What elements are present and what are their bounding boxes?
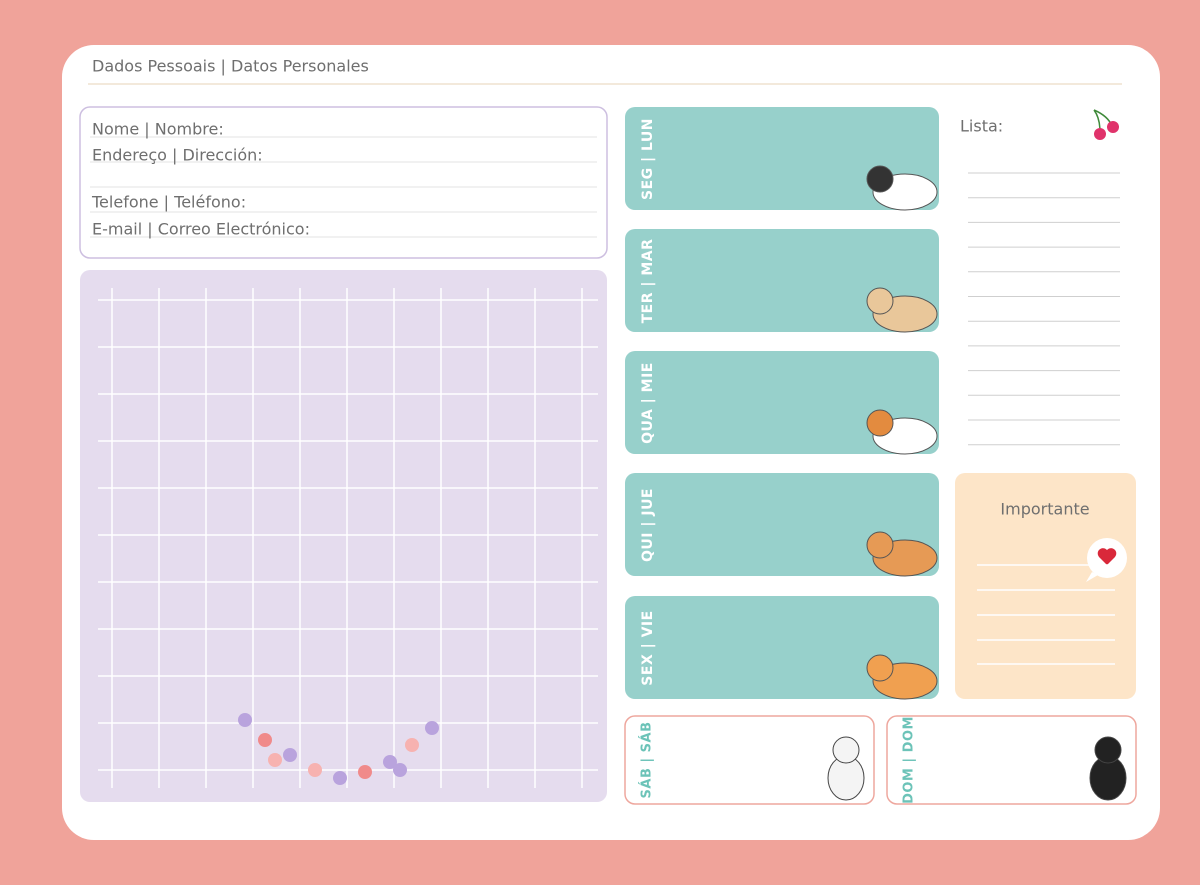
flower xyxy=(393,763,407,777)
pet-illustration xyxy=(866,654,938,700)
grid-box xyxy=(80,270,607,802)
day-label: TER | MAR xyxy=(640,239,656,324)
form-label: Nome | Nombre: xyxy=(92,120,224,139)
day-label: QUI | JUE xyxy=(640,488,656,562)
heart-bubble xyxy=(1086,538,1127,582)
flower xyxy=(358,765,372,779)
important-box xyxy=(955,473,1136,699)
flower xyxy=(308,763,322,777)
important-title: Importante xyxy=(1000,500,1089,519)
pet-head xyxy=(866,409,894,437)
flower xyxy=(333,771,347,785)
flower xyxy=(258,733,272,747)
pet-illustration xyxy=(866,165,938,211)
pet-head xyxy=(866,531,894,559)
pet-head xyxy=(866,287,894,315)
form-label: E-mail | Correo Electrónico: xyxy=(92,220,310,239)
list-title: Lista: xyxy=(960,117,1003,136)
day-box xyxy=(625,351,939,454)
pet-illustration xyxy=(866,409,938,455)
header-title: Dados Pessoais | Datos Personales xyxy=(92,57,369,76)
day-box xyxy=(625,229,939,332)
form-label: Endereço | Dirección: xyxy=(92,146,263,165)
day-box xyxy=(625,107,939,210)
pet-head xyxy=(866,165,894,193)
flower xyxy=(268,753,282,767)
day-label: SEG | LUN xyxy=(640,118,656,200)
pet-head xyxy=(832,736,860,764)
day-box xyxy=(625,596,939,699)
pet-illustration xyxy=(866,287,938,333)
pet-head xyxy=(1094,736,1122,764)
pet-head xyxy=(866,654,894,682)
day-label: QUA | MIE xyxy=(640,362,656,444)
day-label: SEX | VIE xyxy=(640,610,656,685)
flower xyxy=(238,713,252,727)
form-box xyxy=(79,106,608,259)
weekend-label: SÁB | SÁB xyxy=(639,722,655,799)
form-label: Telefone | Teléfono: xyxy=(91,193,246,212)
flower xyxy=(425,721,439,735)
flower xyxy=(283,748,297,762)
weekend-label: DOM | DOM xyxy=(902,716,917,804)
weekend-box xyxy=(886,715,1137,805)
cherries xyxy=(1093,109,1119,140)
weekend-box xyxy=(624,715,875,805)
flower xyxy=(383,755,397,769)
pet-illustration xyxy=(866,531,938,577)
flower xyxy=(405,738,419,752)
day-box xyxy=(625,473,939,576)
